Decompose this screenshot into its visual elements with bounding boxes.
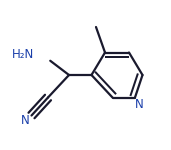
Text: N: N	[134, 98, 143, 111]
Text: H₂N: H₂N	[11, 48, 34, 61]
Text: N: N	[20, 114, 29, 127]
